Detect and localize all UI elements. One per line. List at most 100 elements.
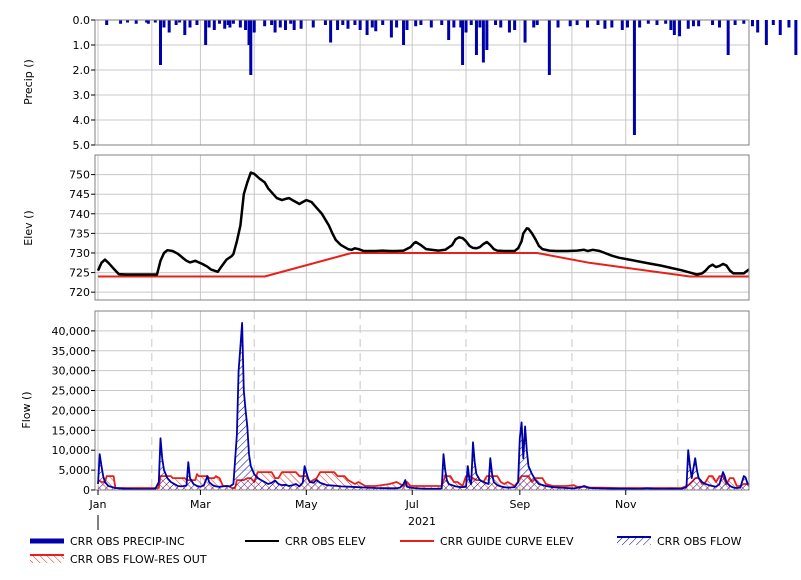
precip-bar bbox=[764, 20, 768, 45]
precip-bar bbox=[697, 20, 701, 27]
precip-bar bbox=[336, 20, 340, 30]
precip-bar bbox=[664, 20, 668, 24]
y-tick-label: 750 bbox=[69, 169, 90, 182]
x-tick-label: May bbox=[295, 498, 318, 511]
precip-bar bbox=[787, 20, 791, 28]
precip-bar bbox=[395, 20, 399, 28]
precip-bar bbox=[299, 20, 303, 29]
precip-bar bbox=[183, 20, 187, 35]
precip-bar bbox=[478, 20, 482, 28]
precip-bar bbox=[596, 20, 600, 25]
y-tick-label: 745 bbox=[69, 188, 90, 201]
precip-bar bbox=[485, 20, 489, 50]
precip-bar bbox=[547, 20, 551, 75]
precip-bar bbox=[575, 20, 579, 25]
precip-bar bbox=[204, 20, 208, 45]
y-tick-label: 0 bbox=[83, 484, 90, 497]
precip-bar bbox=[532, 20, 536, 28]
legend-label: CRR OBS PRECIP-INC bbox=[70, 535, 185, 548]
precip-bar bbox=[726, 20, 730, 55]
precip-bar bbox=[146, 20, 150, 24]
precip-bar bbox=[226, 20, 230, 25]
precip-bar bbox=[691, 20, 695, 27]
legend-item: CRR OBS FLOW-RES OUT bbox=[30, 553, 207, 566]
precip-bar bbox=[353, 20, 357, 25]
precip-bar bbox=[167, 20, 171, 33]
legend-label: CRR OBS ELEV bbox=[285, 535, 366, 548]
elev-panel: 720 725 730 735 740 745 750 Elev () bbox=[22, 154, 750, 301]
y-tick-label: 0.0 bbox=[73, 14, 91, 27]
precip-y-axis-label: Precip () bbox=[22, 59, 35, 105]
legend-label: CRR OBS FLOW bbox=[657, 535, 742, 548]
precip-bar bbox=[429, 20, 433, 28]
precip-bar bbox=[474, 20, 478, 55]
precip-bar bbox=[311, 20, 315, 28]
y-tick-label: 5,000 bbox=[59, 464, 91, 477]
precip-bar bbox=[678, 20, 682, 37]
precip-bar bbox=[499, 20, 503, 28]
y-tick-label: 730 bbox=[69, 247, 90, 260]
y-tick-label: 720 bbox=[69, 286, 90, 299]
elev-frame bbox=[94, 154, 750, 301]
flow-panel: 0 5,000 10,000 15,000 20,000 25,000 30,000 35,0… bbox=[20, 310, 750, 497]
precip-bar bbox=[228, 20, 232, 28]
precip-bar bbox=[469, 20, 473, 25]
precip-bar bbox=[247, 20, 251, 45]
legend-item: CRR GUIDE CURVE ELEV bbox=[400, 535, 574, 548]
precip-bar bbox=[494, 20, 498, 25]
legend-item: CRR OBS PRECIP-INC bbox=[30, 535, 185, 548]
legend-item: CRR OBS ELEV bbox=[245, 535, 366, 548]
precip-bar bbox=[346, 20, 350, 29]
precip-bar bbox=[586, 20, 590, 28]
precip-bar bbox=[270, 20, 274, 25]
y-tick-label: 10,000 bbox=[52, 444, 91, 457]
precip-bar bbox=[365, 20, 369, 35]
y-tick-label: 4.0 bbox=[73, 114, 91, 127]
legend-swatch-fill bbox=[30, 555, 64, 563]
precip-bar bbox=[223, 20, 227, 29]
x-axis: Jan Mar May Jul Sep Nov bbox=[89, 490, 637, 511]
precip-bar bbox=[646, 20, 650, 24]
precip-bar bbox=[655, 20, 659, 25]
precip-bar bbox=[507, 20, 511, 33]
precip-bar bbox=[252, 20, 256, 33]
precip-bar bbox=[750, 20, 754, 27]
precip-bar bbox=[711, 20, 715, 25]
y-tick-label: 25,000 bbox=[52, 385, 91, 398]
precip-bar bbox=[119, 20, 123, 24]
precip-bar bbox=[153, 20, 157, 23]
x-tick-label: Mar bbox=[190, 498, 211, 511]
y-tick-label: 1.0 bbox=[73, 39, 91, 52]
y-tick-label: 2.0 bbox=[73, 64, 91, 77]
precip-bar bbox=[464, 20, 468, 33]
obs-flow-line bbox=[97, 322, 750, 491]
elev-y-axis-label: Elev () bbox=[22, 210, 35, 245]
precip-bar bbox=[603, 20, 607, 29]
precip-bar bbox=[145, 20, 149, 23]
x-tick-label: Sep bbox=[509, 498, 530, 511]
precip-bar bbox=[126, 20, 130, 23]
precip-bar bbox=[231, 20, 235, 24]
precip-bar bbox=[686, 20, 690, 29]
guide-curve-line bbox=[98, 252, 749, 278]
legend-swatch-fill bbox=[617, 537, 651, 545]
precip-bar bbox=[162, 20, 166, 28]
x-axis-year-label: 2021 bbox=[408, 515, 436, 528]
legend: CRR OBS PRECIP-INC CRR OBS ELEV CRR GUIDE … bbox=[30, 535, 742, 566]
y-tick-label: 30,000 bbox=[52, 365, 91, 378]
precip-bar bbox=[756, 20, 760, 33]
precip-bar bbox=[389, 20, 393, 38]
precip-bar bbox=[778, 20, 782, 35]
precip-bar bbox=[669, 20, 673, 30]
obs-flow-fill bbox=[98, 322, 749, 490]
precip-bar bbox=[207, 20, 211, 28]
precip-bar bbox=[195, 20, 199, 25]
flow-y-axis-label: Flow () bbox=[20, 391, 33, 428]
precip-bar bbox=[249, 20, 253, 75]
precip-bar bbox=[329, 20, 333, 43]
legend-item: CRR OBS FLOW bbox=[617, 535, 742, 548]
precip-bar bbox=[244, 20, 248, 30]
precip-bar bbox=[771, 20, 775, 25]
precip-bar bbox=[374, 20, 378, 32]
